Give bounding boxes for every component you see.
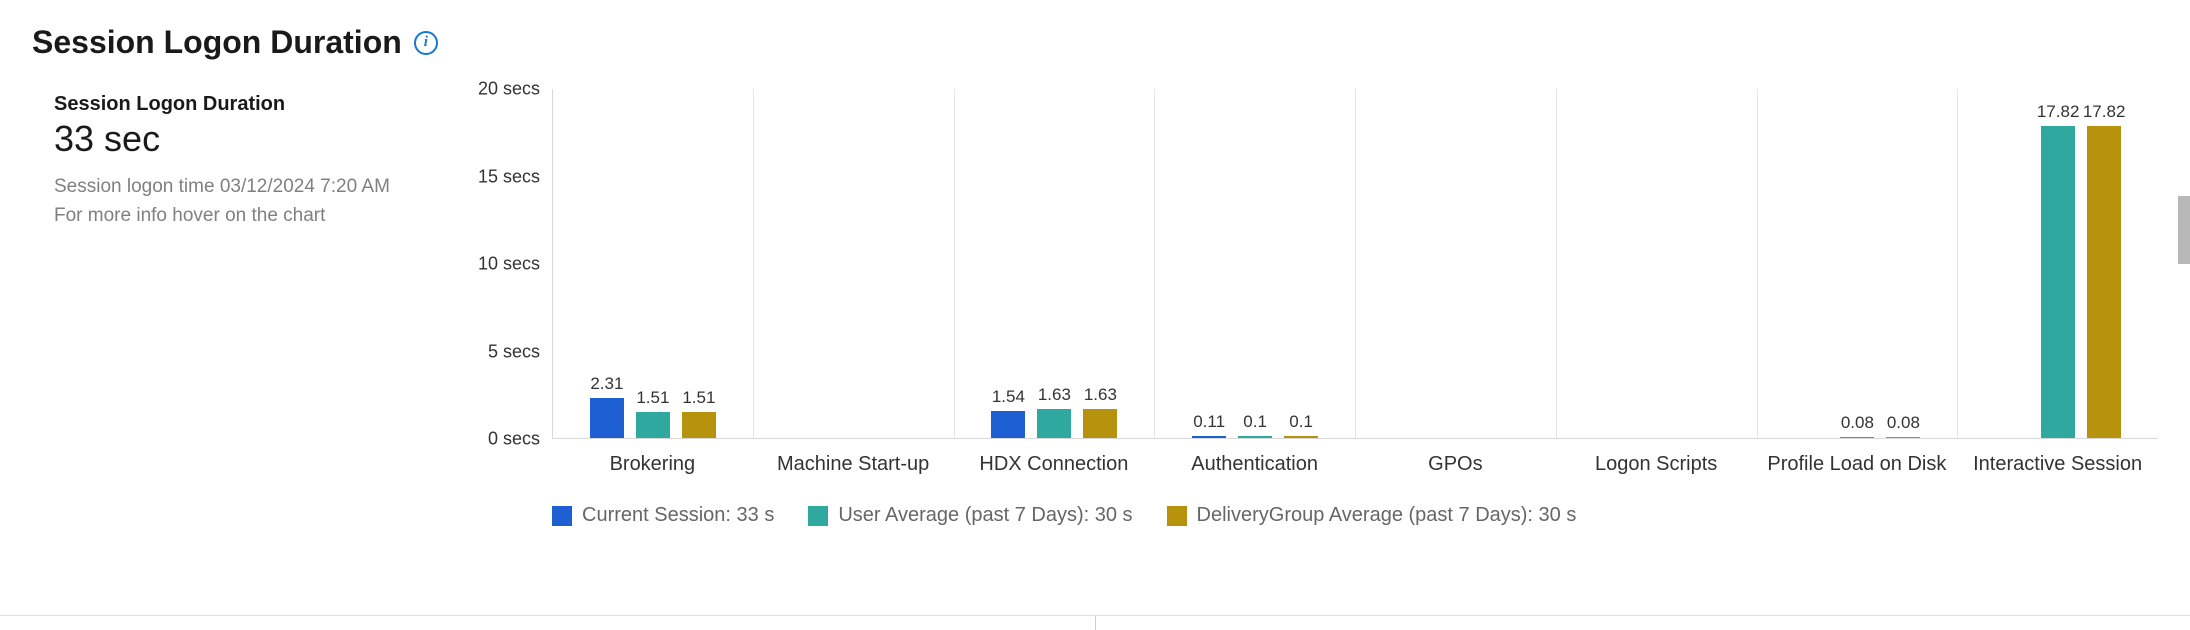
chart-category: 0.11 0.1 0.1 xyxy=(1155,89,1356,438)
metric-logon-time: Session logon time 03/12/2024 7:20 AM xyxy=(54,172,452,201)
y-axis: 0 secs5 secs10 secs15 secs20 secs xyxy=(452,89,552,439)
info-icon[interactable]: i xyxy=(414,31,438,55)
header: Session Logon Duration i xyxy=(32,24,2158,61)
bar-user_avg: 1.51 xyxy=(636,412,670,438)
legend-item[interactable]: Current Session: 33 s xyxy=(552,504,774,527)
y-tick: 10 secs xyxy=(478,254,540,275)
bar-value-label: 17.82 xyxy=(2037,102,2080,122)
bar-dg_avg: 1.51 xyxy=(682,412,716,438)
x-label: GPOs xyxy=(1355,439,1556,476)
bar-user_avg: 0.1 xyxy=(1238,436,1272,438)
y-tick: 0 secs xyxy=(488,429,540,450)
bar-value-label: 1.51 xyxy=(636,388,669,408)
bar-value-label: 1.51 xyxy=(682,388,715,408)
legend-label: User Average (past 7 Days): 30 s xyxy=(838,504,1132,527)
chart-category: 1.54 1.63 1.63 xyxy=(955,89,1156,438)
bar-value-label: 1.63 xyxy=(1038,385,1071,405)
bar-value-label: 0.11 xyxy=(1193,412,1225,432)
bar-user_avg: 1.63 xyxy=(1037,409,1071,438)
y-tick: 20 secs xyxy=(478,79,540,100)
chart-category xyxy=(1356,89,1557,438)
legend-swatch xyxy=(808,506,828,526)
x-label: Profile Load on Disk xyxy=(1757,439,1958,476)
bar-user_avg: 17.82 xyxy=(2041,126,2075,438)
metric-label: Session Logon Duration xyxy=(54,93,452,116)
bar-current: 0.11 xyxy=(1192,436,1226,438)
duration-chart[interactable]: 0 secs5 secs10 secs15 secs20 secs 2.311.… xyxy=(452,89,2158,527)
x-label: Interactive Session xyxy=(1957,439,2158,476)
bar-dg_avg: 0.1 xyxy=(1284,436,1318,438)
metric-hint: For more info hover on the chart xyxy=(54,201,452,230)
y-tick: 15 secs xyxy=(478,166,540,187)
bar-value-label: 1.54 xyxy=(992,387,1025,407)
chart-category xyxy=(754,89,955,438)
bar-dg_avg: 1.63 xyxy=(1083,409,1117,438)
x-label: Brokering xyxy=(552,439,753,476)
bar-current: 1.54 xyxy=(991,411,1025,438)
x-axis-labels: BrokeringMachine Start-upHDX ConnectionA… xyxy=(552,439,2158,476)
metric-value: 33 sec xyxy=(54,118,452,160)
bar-dg_avg: 0.08 xyxy=(1886,437,1920,438)
bar-current: 2.31 xyxy=(590,398,624,438)
chart-category: 2.31 1.51 1.51 xyxy=(553,89,754,438)
chart-legend: Current Session: 33 s User Average (past … xyxy=(552,504,2158,527)
x-label: Authentication xyxy=(1154,439,1355,476)
x-label: Machine Start-up xyxy=(753,439,954,476)
legend-label: Current Session: 33 s xyxy=(582,504,774,527)
bar-value-label: 0.08 xyxy=(1841,413,1874,433)
x-label: HDX Connection xyxy=(954,439,1155,476)
section-divider-handle xyxy=(1095,616,1096,630)
bar-user_avg: 0.08 xyxy=(1840,437,1874,438)
summary-panel: Session Logon Duration 33 sec Session lo… xyxy=(32,89,452,231)
bar-dg_avg: 17.82 xyxy=(2087,126,2121,438)
chart-category xyxy=(1557,89,1758,438)
bar-value-label: 0.08 xyxy=(1887,413,1920,433)
y-tick: 5 secs xyxy=(488,341,540,362)
legend-item[interactable]: User Average (past 7 Days): 30 s xyxy=(808,504,1132,527)
legend-swatch xyxy=(1167,506,1187,526)
chart-category: 0.08 0.08 xyxy=(1758,89,1959,438)
bar-value-label: 0.1 xyxy=(1243,412,1267,432)
bar-value-label: 17.82 xyxy=(2083,102,2126,122)
legend-label: DeliveryGroup Average (past 7 Days): 30 … xyxy=(1197,504,1577,527)
legend-item[interactable]: DeliveryGroup Average (past 7 Days): 30 … xyxy=(1167,504,1577,527)
chart-category: 17.8217.82 xyxy=(1958,89,2158,438)
x-label: Logon Scripts xyxy=(1556,439,1757,476)
bar-value-label: 0.1 xyxy=(1289,412,1313,432)
scrollbar-thumb[interactable] xyxy=(2178,196,2190,264)
legend-swatch xyxy=(552,506,572,526)
bar-value-label: 2.31 xyxy=(590,374,623,394)
bar-value-label: 1.63 xyxy=(1084,385,1117,405)
plot-area: 2.311.511.511.541.631.630.110.10.10.080.… xyxy=(552,89,2158,439)
page-title: Session Logon Duration xyxy=(32,24,402,61)
